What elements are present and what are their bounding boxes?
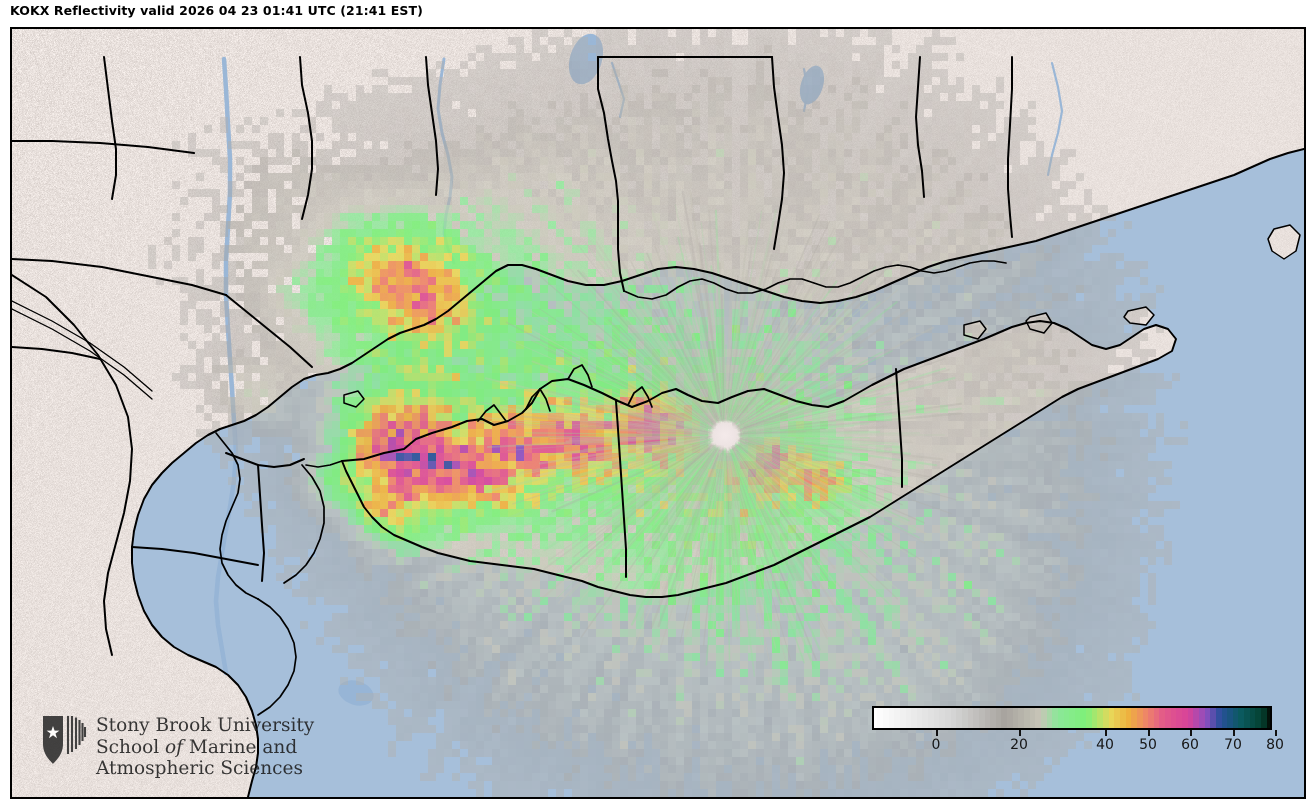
- colorbar-tick-label: 0: [931, 737, 941, 753]
- shield-icon: [43, 716, 87, 764]
- radar-map-frame[interactable]: [10, 27, 1306, 799]
- logo-line-2-italic: of: [165, 736, 184, 758]
- logo-line-2-pre: School: [96, 736, 166, 758]
- colorbar-tick: [1148, 730, 1150, 736]
- colorbar-tick: [1190, 730, 1192, 736]
- colorbar-tick-label: 60: [1181, 737, 1199, 753]
- colorbar-tick-label: 50: [1139, 737, 1157, 753]
- logo-text: Stony Brook University School of Marine …: [96, 713, 314, 780]
- radar-map-canvas[interactable]: [12, 29, 1304, 797]
- stony-brook-logo: Stony Brook University School of Marine …: [41, 713, 314, 793]
- colorbar-tick-labels: 0 20 40 50 60 70 80: [862, 737, 1284, 757]
- page-title: KOKX Reflectivity valid 2026 04 23 01:41…: [10, 3, 423, 18]
- colorbar-tick-label: 80: [1266, 737, 1284, 753]
- colorbar-tick-label: 20: [1010, 737, 1028, 753]
- reflectivity-colorbar: 0 20 40 50 60 70 80: [862, 706, 1284, 766]
- logo-line-2-post: Marine and: [183, 736, 298, 758]
- colorbar-tick: [936, 730, 938, 736]
- colorbar-tick: [1275, 730, 1277, 736]
- logo-line-2: School of Marine and: [96, 737, 314, 759]
- logo-line-1: Stony Brook University: [96, 715, 315, 736]
- colorbar-tick: [1019, 730, 1021, 736]
- colorbar-ticks: [862, 730, 1282, 738]
- colorbar-tick-label: 40: [1096, 737, 1114, 753]
- logo-line-3: Atmospheric Sciences: [96, 758, 303, 779]
- colorbar-gradient: [872, 706, 1272, 730]
- colorbar-tick: [1233, 730, 1235, 736]
- colorbar-tick-label: 70: [1224, 737, 1242, 753]
- colorbar-tick: [1105, 730, 1107, 736]
